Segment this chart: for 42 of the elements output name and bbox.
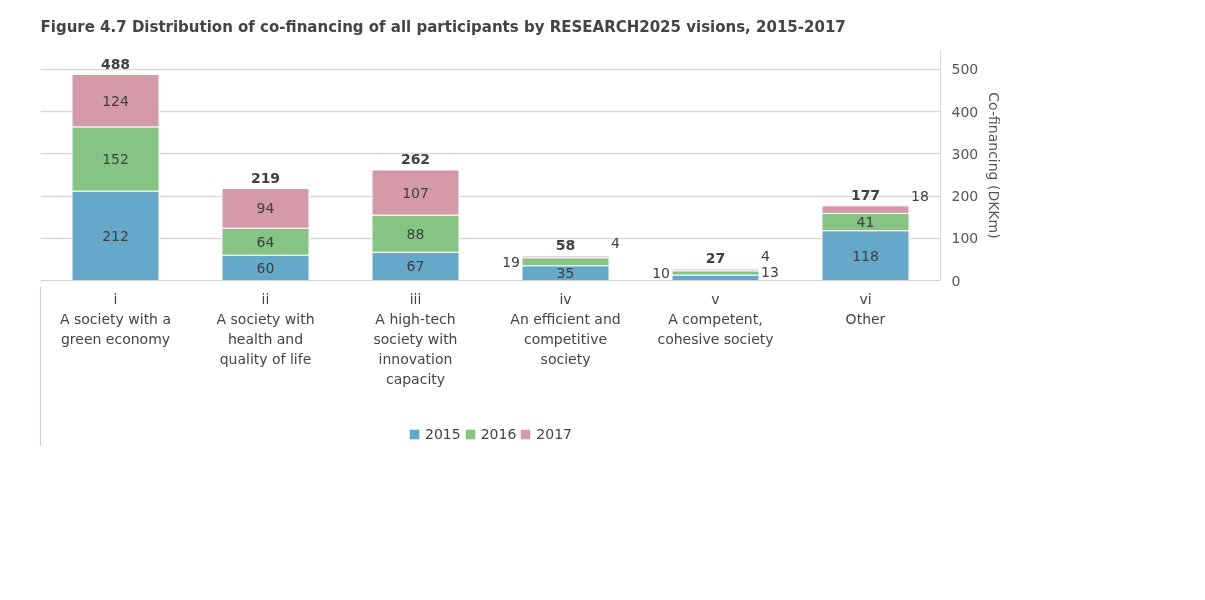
data-label: 35	[556, 265, 575, 282]
data-label: 118	[852, 247, 879, 264]
y2-axis-title: Co-financing (DKKm)	[986, 92, 1003, 239]
data-label: 94	[256, 200, 275, 217]
data-label: 4	[761, 247, 770, 264]
data-label: 41	[856, 214, 875, 231]
total-label: 219	[250, 169, 281, 186]
legend-label: 2015	[425, 426, 461, 442]
data-label: 10	[652, 264, 671, 281]
y2-tick-label: 200	[951, 188, 979, 205]
total-label: 27	[705, 250, 726, 267]
y2-tick-label: 400	[951, 103, 979, 120]
data-label: 19	[502, 253, 521, 270]
data-label: 4	[611, 234, 620, 251]
data-label: 212	[102, 227, 129, 244]
total-label: 177	[850, 186, 881, 203]
legend-label: 2016	[480, 426, 517, 442]
total-label: 488	[100, 55, 131, 72]
total-label: 262	[400, 150, 431, 167]
total-label: 58	[555, 237, 576, 254]
chart-title: Figure 4.7 Distribution of co-financing of all participants by RESEARCH2025 visions, 2015-2017	[40, 17, 846, 36]
data-label: 88	[406, 225, 425, 242]
y2-tick-label: 0	[951, 272, 961, 289]
bar	[671, 270, 760, 276]
x-tick-label: i A society with a green economy	[59, 291, 172, 348]
data-label: 107	[402, 184, 429, 201]
x-tick-label: iii A high-tech society with innovation capacity	[373, 291, 458, 388]
data-label: 60	[256, 259, 275, 276]
x-tick-label: ii A society with health and quality of life	[216, 291, 315, 368]
data-label: 13	[761, 263, 779, 280]
data-label: 64	[256, 233, 275, 250]
x-tick-label: vi Other	[845, 291, 886, 328]
y2-tick-label: 500	[951, 61, 979, 78]
data-label: 124	[102, 92, 129, 109]
data-label: 18	[911, 187, 929, 204]
data-label: 67	[406, 258, 425, 275]
x-tick-label: v A competent, cohesive society	[657, 291, 774, 348]
y2-tick-label: 100	[951, 230, 979, 247]
x-tick-label: iv An efficient and competitive society	[510, 291, 621, 368]
legend-label: 2017	[536, 426, 572, 442]
y2-tick-label: 300	[951, 145, 979, 162]
data-label: 152	[102, 150, 129, 167]
